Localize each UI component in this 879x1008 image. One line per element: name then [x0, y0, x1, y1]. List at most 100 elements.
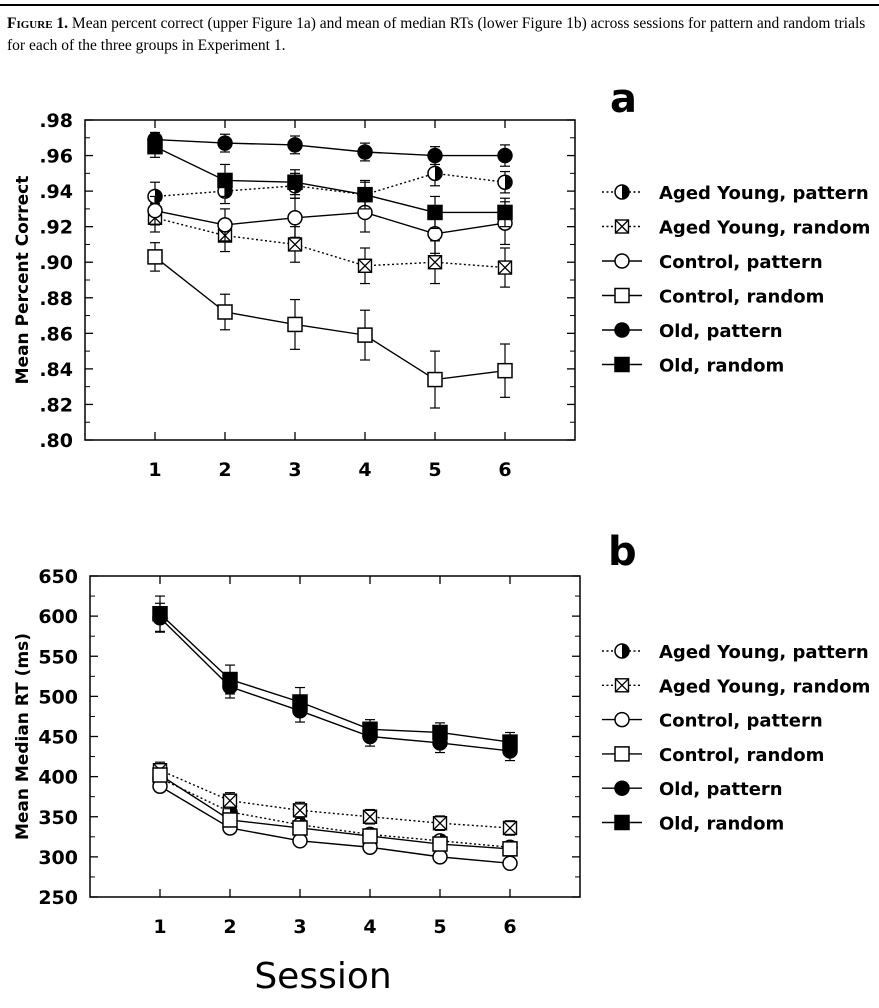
legend-label: Aged Young, pattern: [659, 183, 869, 204]
legend-item-control-pattern: Control, pattern: [602, 711, 823, 732]
y-tick-label: 600: [38, 606, 78, 628]
data-point: [217, 217, 233, 233]
data-point: [427, 204, 443, 221]
data-point: [287, 237, 303, 252]
legend-marker: [614, 253, 630, 269]
legend: Aged Young, pattern Aged Young, random Con…: [602, 642, 870, 835]
legend-marker: [614, 780, 630, 796]
data-point: [217, 135, 233, 151]
legend-item-aged-young-random: Aged Young, random: [602, 218, 870, 239]
legend-label: Control, random: [659, 745, 824, 766]
data-point: [427, 147, 443, 164]
data-point: [362, 809, 378, 824]
legend-label: Aged Young, pattern: [659, 642, 869, 663]
legend-item-aged-young-random: Aged Young, random: [602, 676, 870, 697]
series-old-random: [147, 135, 513, 230]
series-line: [159, 613, 511, 743]
legend-marker: [614, 356, 630, 373]
data-point: [147, 249, 163, 265]
y-axis-label: Mean Median RT (ms): [13, 633, 33, 840]
legend-item-old-random: Old, random: [602, 356, 784, 377]
chart-panel-b: 250 300 350 400 450 500 550 600 650 1 2 3 4 5 6 Mean Me…: [13, 529, 870, 938]
y-tick-label: .84: [39, 359, 73, 381]
legend-marker: [614, 322, 630, 338]
series-old-pattern: [152, 602, 518, 762]
legend-item-control-random: Control, random: [602, 287, 824, 308]
series-control-random: [147, 242, 513, 409]
legend-item-control-pattern: Control, pattern: [602, 252, 823, 273]
x-tick-label: 5: [428, 459, 441, 481]
series-control-pattern: [147, 192, 513, 254]
legend-marker: [614, 746, 630, 762]
y-axis-label: Mean Percent Correct: [13, 176, 33, 385]
data-point: [217, 304, 233, 320]
caption-text: Mean percent correct (upper Figure 1a) a…: [7, 15, 866, 54]
top-rule: [0, 4, 879, 6]
data-point: [357, 144, 373, 160]
series-line: [154, 256, 506, 381]
data-point: [292, 833, 308, 849]
data-point: [357, 327, 373, 343]
data-point: [287, 174, 303, 190]
data-point: [502, 855, 518, 872]
y-tick-label: .98: [39, 110, 73, 132]
series-aged-young-random: [147, 202, 513, 288]
series-line: [154, 146, 505, 214]
data-point: [292, 694, 308, 710]
legend-marker: [614, 287, 630, 304]
data-point: [357, 258, 373, 273]
y-tick-label: 400: [38, 767, 78, 789]
legend-label: Old, random: [659, 356, 784, 377]
data-point: [147, 138, 163, 155]
data-point: [292, 820, 308, 836]
series-line: [159, 785, 511, 864]
data-point: [497, 260, 513, 275]
x-tick-label: 1: [148, 459, 161, 481]
data-point: [502, 820, 518, 836]
y-tick-label: .88: [39, 288, 73, 310]
series-control-pattern: [152, 778, 518, 872]
panel-label: a: [610, 76, 637, 122]
y-tick-label: 300: [38, 847, 78, 869]
data-point: [497, 204, 513, 221]
series-old-random: [152, 595, 518, 753]
y-tick-label: .86: [39, 323, 73, 345]
x-tick-label: 6: [503, 916, 516, 938]
shared-x-axis-label: Session: [254, 956, 391, 997]
data-point: [427, 255, 443, 270]
data-point: [222, 793, 238, 808]
series-line: [154, 138, 505, 157]
data-point: [502, 734, 518, 750]
x-tick-label: 6: [498, 459, 511, 481]
legend-item-aged-young-pattern: Aged Young, pattern: [602, 183, 869, 204]
data-point: [497, 174, 513, 190]
data-point: [147, 202, 163, 219]
series-line: [154, 172, 506, 198]
data-point: [287, 316, 303, 333]
data-point: [222, 671, 238, 688]
series-line: [159, 774, 511, 850]
y-tick-label: 350: [38, 807, 78, 829]
y-tick-label: 450: [38, 727, 78, 749]
data-point: [152, 767, 168, 783]
legend-marker: [614, 219, 630, 234]
series-line: [159, 769, 511, 829]
data-point: [222, 812, 238, 828]
series-line: [154, 209, 506, 235]
y-tick-label: .82: [39, 394, 73, 416]
series-aged-young-pattern: [152, 770, 518, 855]
series-aged-young-random: [152, 761, 518, 836]
legend-item-old-pattern: Old, pattern: [602, 321, 783, 342]
y-tick-label: 650: [38, 566, 78, 588]
data-point: [362, 721, 378, 738]
y-tick-label: .90: [39, 252, 73, 274]
data-point: [432, 836, 448, 852]
x-tick-label: 4: [363, 916, 376, 938]
panel-label: b: [608, 529, 637, 575]
series-old-pattern: [147, 131, 513, 167]
series-line: [159, 777, 511, 848]
y-tick-label: 500: [38, 686, 78, 708]
legend-label: Control, random: [659, 287, 824, 308]
legend-marker: [614, 711, 630, 728]
